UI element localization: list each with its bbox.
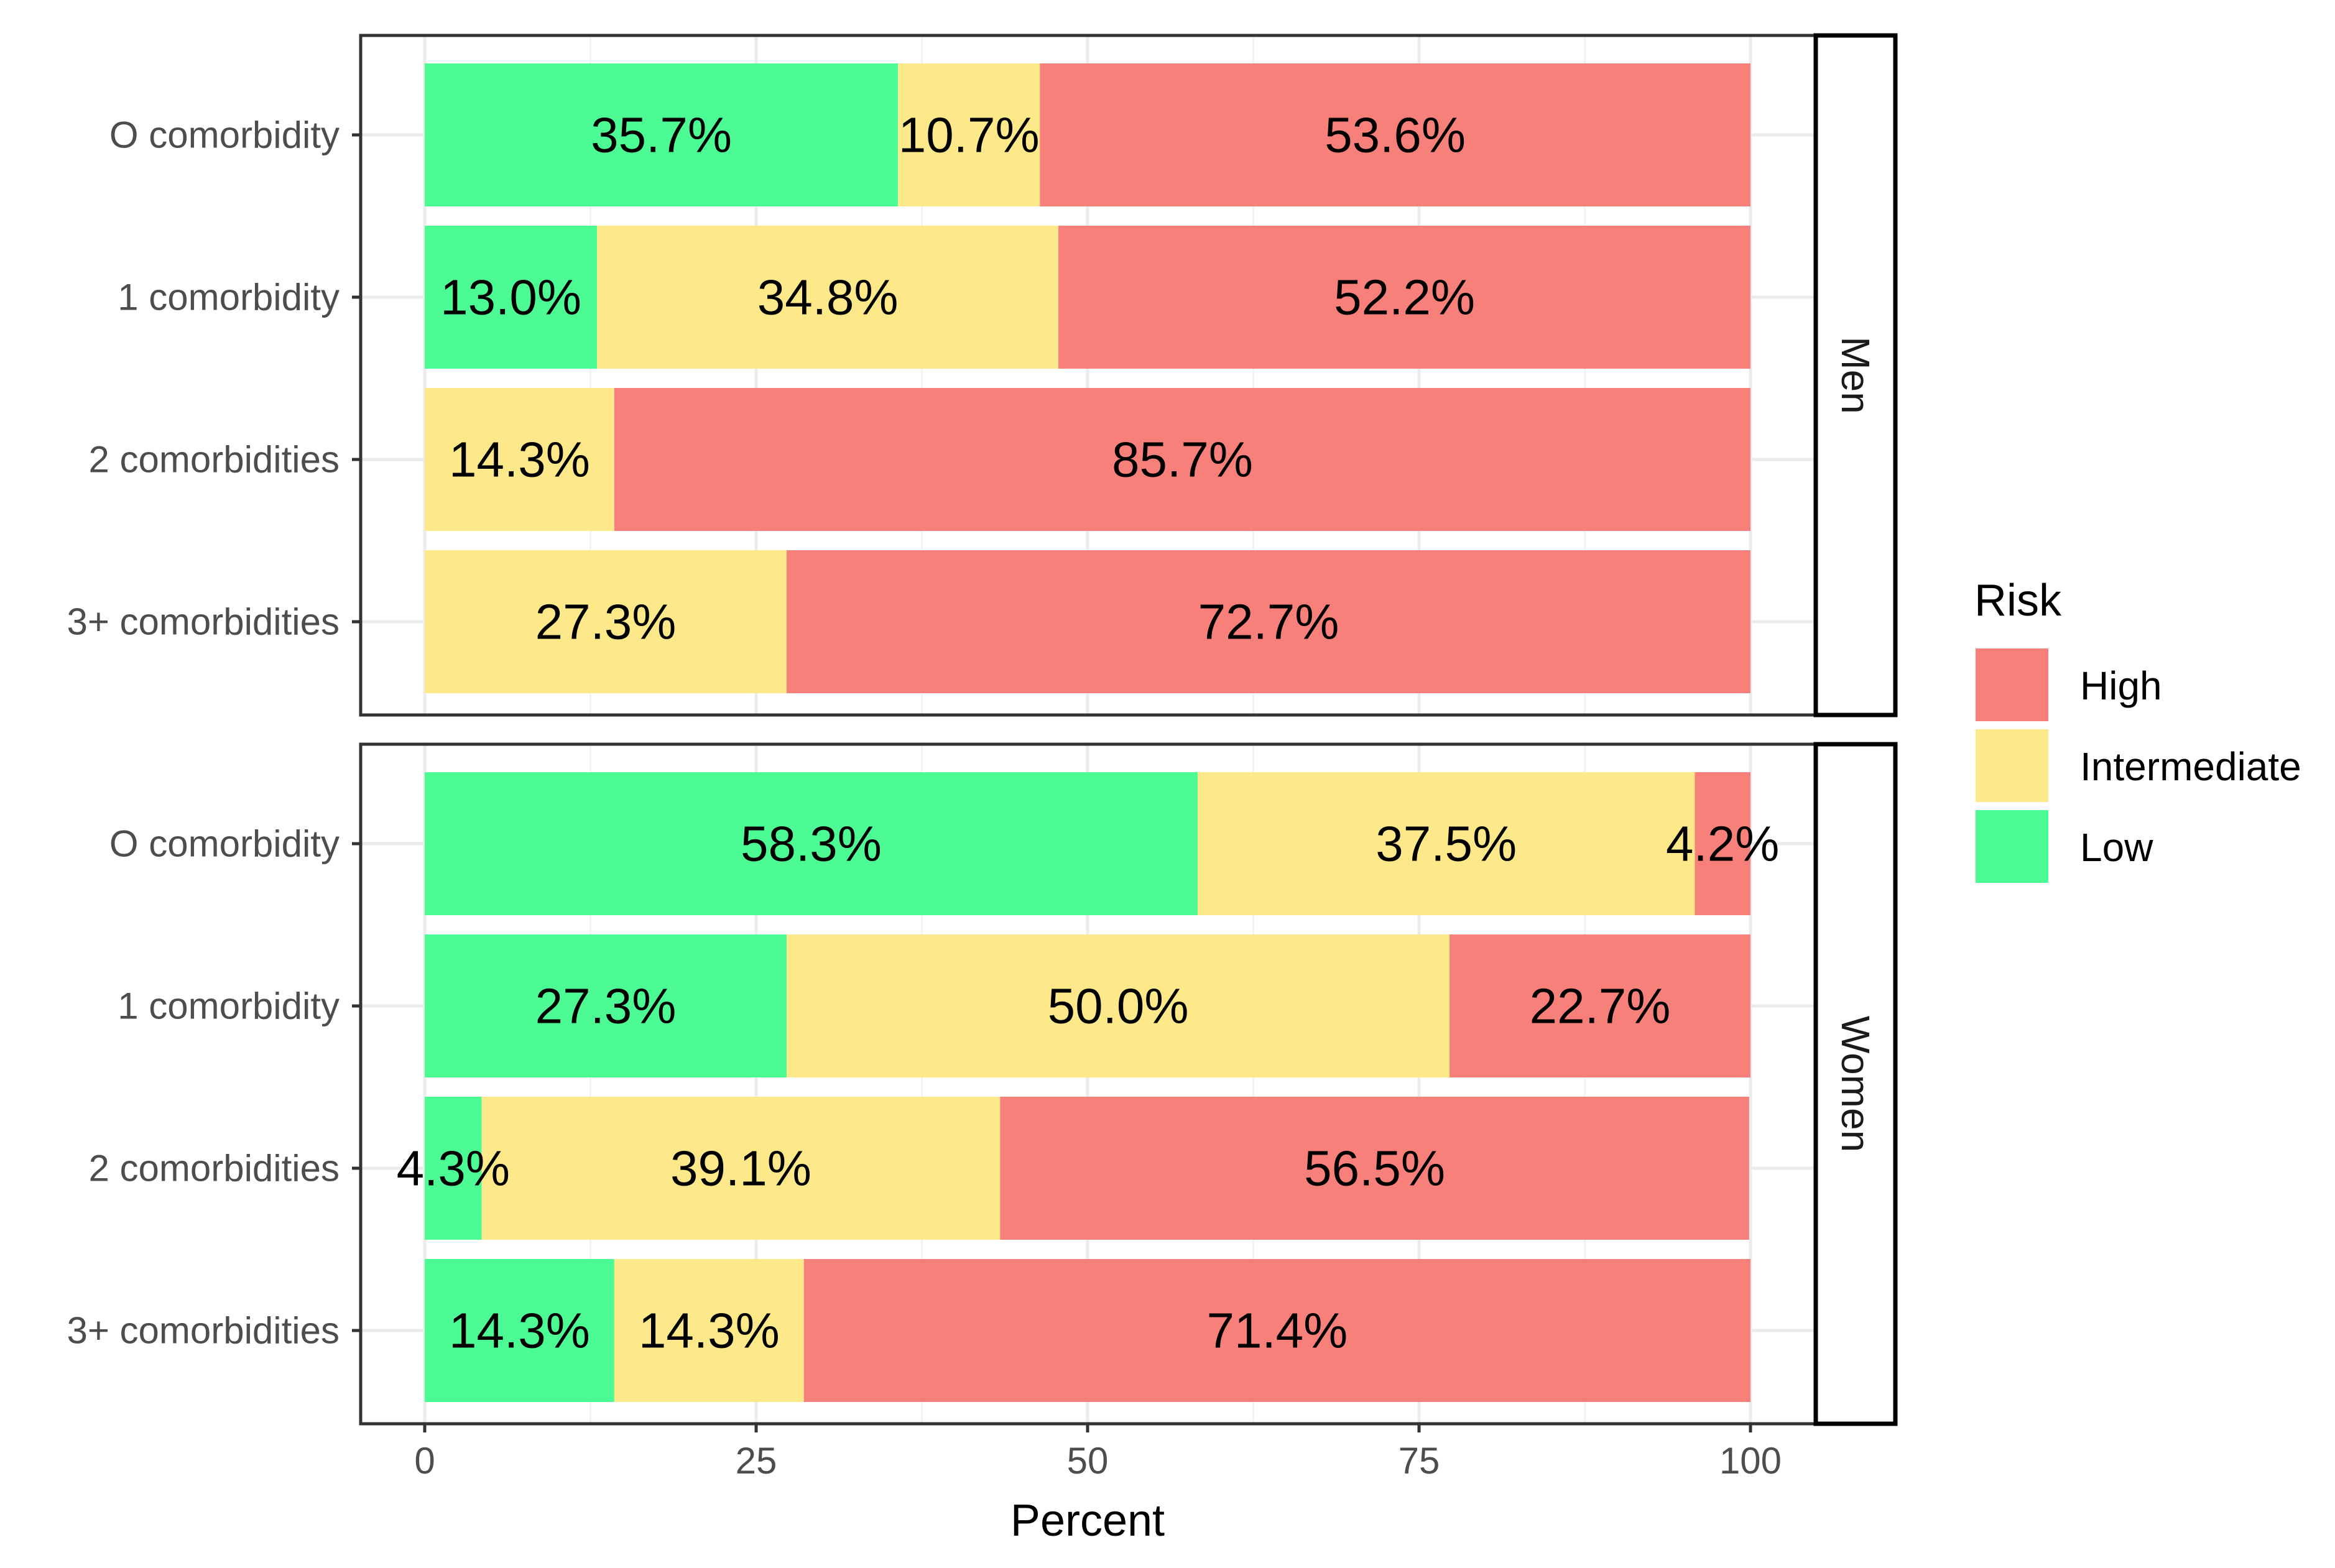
bar-label-high: 56.5% bbox=[1304, 1141, 1445, 1196]
bar-label-high: 71.4% bbox=[1206, 1303, 1348, 1358]
legend-key-low bbox=[1976, 810, 2048, 883]
x-tick-label: 75 bbox=[1399, 1440, 1440, 1482]
bar-intermediate bbox=[425, 550, 787, 693]
x-axis-title: Percent bbox=[1010, 1496, 1165, 1546]
bar-label-high: 72.7% bbox=[1198, 594, 1339, 650]
bar-low bbox=[425, 1097, 482, 1240]
y-tick-label: 3+ comorbidities bbox=[67, 1310, 340, 1352]
bar-intermediate bbox=[787, 934, 1450, 1077]
legend: Risk High Intermediate Low bbox=[1974, 576, 2301, 883]
bar-label-low: 13.0% bbox=[440, 270, 581, 325]
y-tick-label: 3+ comorbidities bbox=[67, 601, 340, 643]
x-tick-label: 100 bbox=[1719, 1440, 1782, 1482]
legend-label-low: Low bbox=[2080, 825, 2153, 870]
y-tick-label: 1 comorbidity bbox=[118, 277, 340, 318]
legend-label-intermediate: Intermediate bbox=[2080, 744, 2301, 789]
legend-title: Risk bbox=[1974, 576, 2062, 625]
legend-key-intermediate bbox=[1976, 729, 2048, 802]
bar-high bbox=[1000, 1097, 1749, 1240]
bar-intermediate bbox=[898, 63, 1040, 206]
bar-label-intermediate: 14.3% bbox=[449, 432, 590, 487]
x-tick-label: 0 bbox=[414, 1440, 435, 1482]
facet-strip-label: Men bbox=[1833, 336, 1878, 414]
bar-high bbox=[1695, 772, 1750, 915]
x-axis: 0 25 50 75 100 bbox=[414, 1424, 1782, 1482]
bar-intermediate bbox=[614, 1259, 804, 1402]
facet-strip bbox=[1813, 33, 1898, 717]
x-tick-label: 25 bbox=[736, 1440, 777, 1482]
bar-label-high: 85.7% bbox=[1112, 432, 1253, 487]
bar-intermediate bbox=[597, 226, 1059, 369]
bar-high bbox=[787, 550, 1750, 693]
bar-label-high: 53.6% bbox=[1325, 108, 1466, 163]
legend-key-high bbox=[1976, 648, 2048, 721]
bar-label-high: 52.2% bbox=[1334, 270, 1475, 325]
y-tick-label: 2 comorbidities bbox=[88, 439, 340, 481]
bar-label-intermediate: 37.5% bbox=[1376, 816, 1517, 872]
facet-panel-women: 58.3% 37.5% 4.2% O comorbidity 27.3% 50.0% 22.… bbox=[67, 742, 1898, 1426]
bar-label-intermediate: 34.8% bbox=[757, 270, 899, 325]
y-tick-label: 2 comorbidities bbox=[88, 1148, 340, 1189]
bar-low bbox=[425, 226, 598, 369]
x-tick-label: 50 bbox=[1067, 1440, 1109, 1482]
bar-low bbox=[425, 63, 899, 206]
bar-label-intermediate: 39.1% bbox=[670, 1141, 811, 1196]
legend-label-high: High bbox=[2080, 663, 2162, 708]
bar-intermediate bbox=[481, 1097, 1001, 1240]
facet-strip-label: Women bbox=[1833, 1016, 1878, 1152]
bar-label-low: 58.3% bbox=[741, 816, 882, 872]
bar-label-high: 4.2% bbox=[1666, 816, 1779, 872]
facet-strip bbox=[1813, 742, 1898, 1426]
facet-panel-men: 35.7% 10.7% 53.6% O comorbidity 13.0% 34.8% 52… bbox=[67, 33, 1898, 717]
bar-label-intermediate: 10.7% bbox=[899, 108, 1040, 163]
bar-label-intermediate: 14.3% bbox=[639, 1303, 780, 1358]
y-tick-label: 1 comorbidity bbox=[118, 985, 340, 1027]
bar-low bbox=[425, 934, 787, 1077]
bar-label-low: 14.3% bbox=[449, 1303, 590, 1358]
bar-label-intermediate: 50.0% bbox=[1048, 979, 1189, 1034]
bar-high bbox=[1040, 63, 1750, 206]
bar-intermediate bbox=[1197, 772, 1695, 915]
y-tick-label: O comorbidity bbox=[109, 823, 340, 865]
bar-label-low: 4.3% bbox=[397, 1141, 510, 1196]
bar-low bbox=[425, 1259, 614, 1402]
bar-label-low: 35.7% bbox=[591, 108, 732, 163]
bar-high bbox=[1058, 226, 1750, 369]
bar-high bbox=[803, 1259, 1750, 1402]
bar-label-high: 22.7% bbox=[1530, 979, 1671, 1034]
y-tick-label: O comorbidity bbox=[109, 114, 340, 156]
bar-high bbox=[614, 388, 1750, 531]
bar-high bbox=[1450, 934, 1750, 1077]
bar-label-low: 27.3% bbox=[535, 979, 677, 1034]
bar-intermediate bbox=[425, 388, 614, 531]
bar-low bbox=[425, 772, 1198, 915]
bar-label-intermediate: 27.3% bbox=[535, 594, 677, 650]
